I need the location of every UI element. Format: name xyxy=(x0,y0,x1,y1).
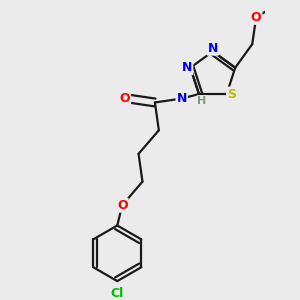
Text: N: N xyxy=(208,42,218,55)
Text: N: N xyxy=(182,61,192,74)
Text: N: N xyxy=(176,92,187,105)
Text: H: H xyxy=(197,96,207,106)
Text: O: O xyxy=(251,11,262,24)
Text: O: O xyxy=(117,199,128,212)
Text: O: O xyxy=(119,92,130,105)
Text: Cl: Cl xyxy=(111,287,124,300)
Text: S: S xyxy=(227,88,236,100)
